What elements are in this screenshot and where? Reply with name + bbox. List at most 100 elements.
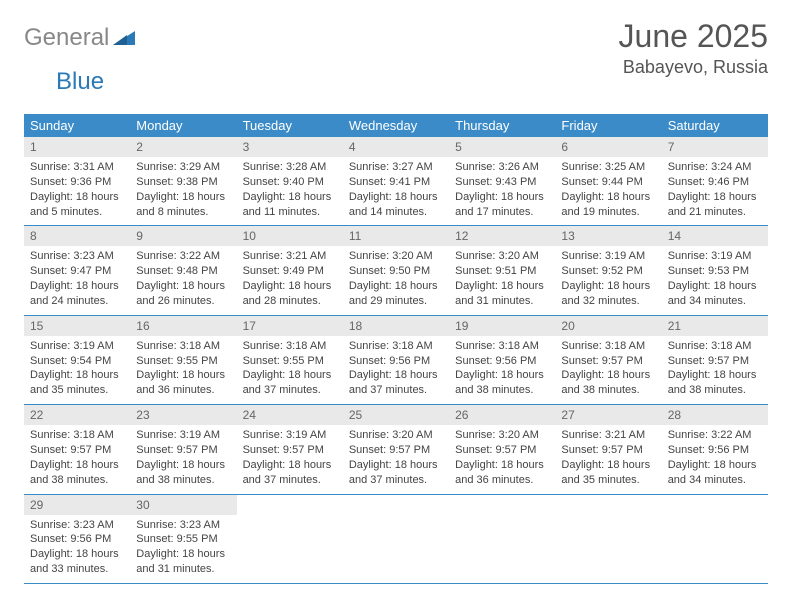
day-number: 23 [130,405,236,425]
calendar-cell [237,494,343,583]
day-body: Sunrise: 3:27 AMSunset: 9:41 PMDaylight:… [343,157,449,225]
day-number: 26 [449,405,555,425]
day-body: Sunrise: 3:18 AMSunset: 9:57 PMDaylight:… [662,336,768,404]
day-body: Sunrise: 3:20 AMSunset: 9:57 PMDaylight:… [449,425,555,493]
day-body: Sunrise: 3:19 AMSunset: 9:57 PMDaylight:… [130,425,236,493]
calendar-cell: 4Sunrise: 3:27 AMSunset: 9:41 PMDaylight… [343,137,449,226]
weekday-header: Saturday [662,114,768,137]
day-number: 27 [555,405,661,425]
calendar-cell: 9Sunrise: 3:22 AMSunset: 9:48 PMDaylight… [130,226,236,315]
weekday-header: Monday [130,114,236,137]
day-number: 8 [24,226,130,246]
calendar-cell: 1Sunrise: 3:31 AMSunset: 9:36 PMDaylight… [24,137,130,226]
day-body: Sunrise: 3:19 AMSunset: 9:54 PMDaylight:… [24,336,130,404]
day-number: 29 [24,495,130,515]
calendar-cell: 5Sunrise: 3:26 AMSunset: 9:43 PMDaylight… [449,137,555,226]
day-body: Sunrise: 3:23 AMSunset: 9:47 PMDaylight:… [24,246,130,314]
page-title: June 2025 [619,18,768,55]
calendar-cell: 17Sunrise: 3:18 AMSunset: 9:55 PMDayligh… [237,315,343,404]
day-body: Sunrise: 3:22 AMSunset: 9:48 PMDaylight:… [130,246,236,314]
calendar-cell: 12Sunrise: 3:20 AMSunset: 9:51 PMDayligh… [449,226,555,315]
calendar-cell [662,494,768,583]
day-body: Sunrise: 3:21 AMSunset: 9:57 PMDaylight:… [555,425,661,493]
calendar-row: 1Sunrise: 3:31 AMSunset: 9:36 PMDaylight… [24,137,768,226]
calendar-cell: 24Sunrise: 3:19 AMSunset: 9:57 PMDayligh… [237,405,343,494]
calendar-cell: 20Sunrise: 3:18 AMSunset: 9:57 PMDayligh… [555,315,661,404]
day-body: Sunrise: 3:25 AMSunset: 9:44 PMDaylight:… [555,157,661,225]
calendar-cell: 13Sunrise: 3:19 AMSunset: 9:52 PMDayligh… [555,226,661,315]
brand-part2: Blue [56,68,104,95]
day-number: 11 [343,226,449,246]
day-body: Sunrise: 3:20 AMSunset: 9:51 PMDaylight:… [449,246,555,314]
day-number: 7 [662,137,768,157]
calendar-cell: 21Sunrise: 3:18 AMSunset: 9:57 PMDayligh… [662,315,768,404]
weekday-header-row: Sunday Monday Tuesday Wednesday Thursday… [24,114,768,137]
brand-logo: General [24,18,137,52]
calendar-cell: 16Sunrise: 3:18 AMSunset: 9:55 PMDayligh… [130,315,236,404]
day-number: 19 [449,316,555,336]
day-body: Sunrise: 3:18 AMSunset: 9:55 PMDaylight:… [237,336,343,404]
calendar-cell: 3Sunrise: 3:28 AMSunset: 9:40 PMDaylight… [237,137,343,226]
day-body: Sunrise: 3:20 AMSunset: 9:57 PMDaylight:… [343,425,449,493]
calendar-row: 8Sunrise: 3:23 AMSunset: 9:47 PMDaylight… [24,226,768,315]
day-number: 4 [343,137,449,157]
calendar-cell: 22Sunrise: 3:18 AMSunset: 9:57 PMDayligh… [24,405,130,494]
day-body: Sunrise: 3:31 AMSunset: 9:36 PMDaylight:… [24,157,130,225]
calendar-cell: 2Sunrise: 3:29 AMSunset: 9:38 PMDaylight… [130,137,236,226]
calendar-cell: 11Sunrise: 3:20 AMSunset: 9:50 PMDayligh… [343,226,449,315]
day-body: Sunrise: 3:18 AMSunset: 9:56 PMDaylight:… [449,336,555,404]
day-number: 5 [449,137,555,157]
calendar-cell [555,494,661,583]
calendar-cell: 30Sunrise: 3:23 AMSunset: 9:55 PMDayligh… [130,494,236,583]
day-number: 24 [237,405,343,425]
day-number: 12 [449,226,555,246]
day-number: 20 [555,316,661,336]
calendar-body: 1Sunrise: 3:31 AMSunset: 9:36 PMDaylight… [24,137,768,583]
day-number: 6 [555,137,661,157]
day-number: 18 [343,316,449,336]
calendar-cell: 25Sunrise: 3:20 AMSunset: 9:57 PMDayligh… [343,405,449,494]
day-body: Sunrise: 3:19 AMSunset: 9:57 PMDaylight:… [237,425,343,493]
day-body: Sunrise: 3:19 AMSunset: 9:53 PMDaylight:… [662,246,768,314]
calendar-cell: 14Sunrise: 3:19 AMSunset: 9:53 PMDayligh… [662,226,768,315]
weekday-header: Friday [555,114,661,137]
calendar-cell: 23Sunrise: 3:19 AMSunset: 9:57 PMDayligh… [130,405,236,494]
calendar-cell: 26Sunrise: 3:20 AMSunset: 9:57 PMDayligh… [449,405,555,494]
calendar-cell: 27Sunrise: 3:21 AMSunset: 9:57 PMDayligh… [555,405,661,494]
day-number: 25 [343,405,449,425]
day-body: Sunrise: 3:21 AMSunset: 9:49 PMDaylight:… [237,246,343,314]
day-body: Sunrise: 3:23 AMSunset: 9:55 PMDaylight:… [130,515,236,583]
day-body: Sunrise: 3:19 AMSunset: 9:52 PMDaylight:… [555,246,661,314]
day-body: Sunrise: 3:29 AMSunset: 9:38 PMDaylight:… [130,157,236,225]
day-body: Sunrise: 3:18 AMSunset: 9:56 PMDaylight:… [343,336,449,404]
calendar-row: 29Sunrise: 3:23 AMSunset: 9:56 PMDayligh… [24,494,768,583]
day-number: 16 [130,316,236,336]
day-body: Sunrise: 3:24 AMSunset: 9:46 PMDaylight:… [662,157,768,225]
day-body: Sunrise: 3:26 AMSunset: 9:43 PMDaylight:… [449,157,555,225]
day-number: 30 [130,495,236,515]
day-body: Sunrise: 3:18 AMSunset: 9:55 PMDaylight:… [130,336,236,404]
calendar-cell: 6Sunrise: 3:25 AMSunset: 9:44 PMDaylight… [555,137,661,226]
day-body: Sunrise: 3:22 AMSunset: 9:56 PMDaylight:… [662,425,768,493]
location-subtitle: Babayevo, Russia [619,57,768,78]
day-number: 3 [237,137,343,157]
brand-mark-icon [113,27,135,50]
weekday-header: Thursday [449,114,555,137]
calendar-cell: 7Sunrise: 3:24 AMSunset: 9:46 PMDaylight… [662,137,768,226]
calendar-cell [449,494,555,583]
day-number: 15 [24,316,130,336]
weekday-header: Sunday [24,114,130,137]
calendar-row: 22Sunrise: 3:18 AMSunset: 9:57 PMDayligh… [24,405,768,494]
day-body: Sunrise: 3:18 AMSunset: 9:57 PMDaylight:… [555,336,661,404]
day-number: 13 [555,226,661,246]
calendar-cell: 15Sunrise: 3:19 AMSunset: 9:54 PMDayligh… [24,315,130,404]
header: General June 2025 Babayevo, Russia [24,18,768,78]
weekday-header: Tuesday [237,114,343,137]
brand-part1: General [24,24,109,52]
calendar-cell: 8Sunrise: 3:23 AMSunset: 9:47 PMDaylight… [24,226,130,315]
day-number: 9 [130,226,236,246]
day-number: 22 [24,405,130,425]
day-number: 21 [662,316,768,336]
calendar-cell: 29Sunrise: 3:23 AMSunset: 9:56 PMDayligh… [24,494,130,583]
title-block: June 2025 Babayevo, Russia [619,18,768,78]
